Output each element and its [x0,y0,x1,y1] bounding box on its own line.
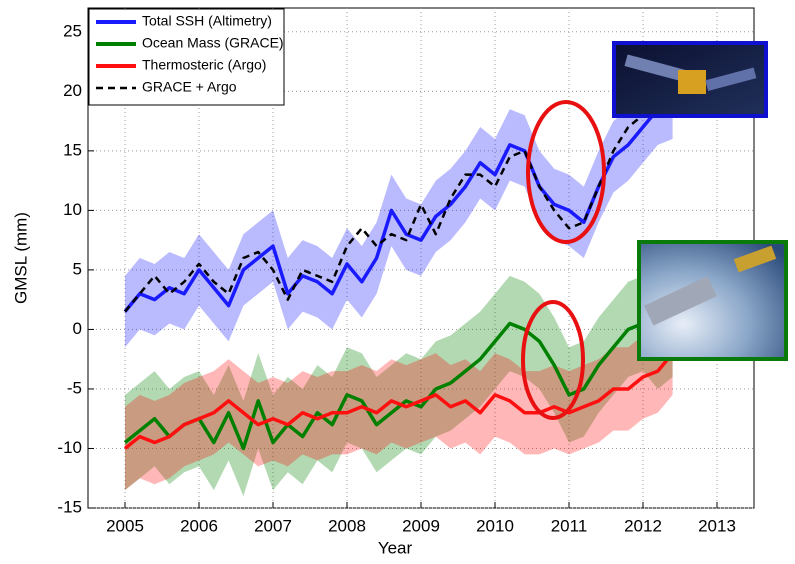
y-tick-label: 0 [73,319,82,338]
x-tick-label: 2005 [106,516,144,535]
y-tick-label: -15 [57,497,82,516]
x-tick-label: 2013 [698,516,736,535]
legend-label: Ocean Mass (GRACE) [142,35,284,51]
legend-label: GRACE + Argo [142,79,237,95]
x-tick-label: 2010 [476,516,514,535]
y-tick-label: 10 [63,200,82,219]
y-tick-label: 5 [73,259,82,278]
y-tick-label: -5 [67,378,82,397]
legend: Total SSH (Altimetry) Ocean Mass (GRACE) T… [89,9,284,105]
x-tick-label: 2012 [624,516,662,535]
y-tick-label: 15 [63,140,82,159]
legend-label: Thermosteric (Argo) [142,57,266,73]
satellite-body [678,70,706,94]
y-tick-label: 25 [63,21,82,40]
x-tick-label: 2009 [402,516,440,535]
x-tick-label: 2007 [254,516,292,535]
x-axis-label: Year [378,538,413,557]
y-tick-label: 20 [63,81,82,100]
x-tick-label: 2006 [180,516,218,535]
x-tick-label: 2011 [551,516,588,535]
x-tick-label: 2008 [328,516,366,535]
y-tick-label: -10 [57,438,82,457]
legend-label: Total SSH (Altimetry) [142,13,272,29]
y-axis-label: GMSL (mm) [11,212,30,304]
chart: Total SSH (Altimetry) Ocean Mass (GRACE) T… [0,0,795,559]
